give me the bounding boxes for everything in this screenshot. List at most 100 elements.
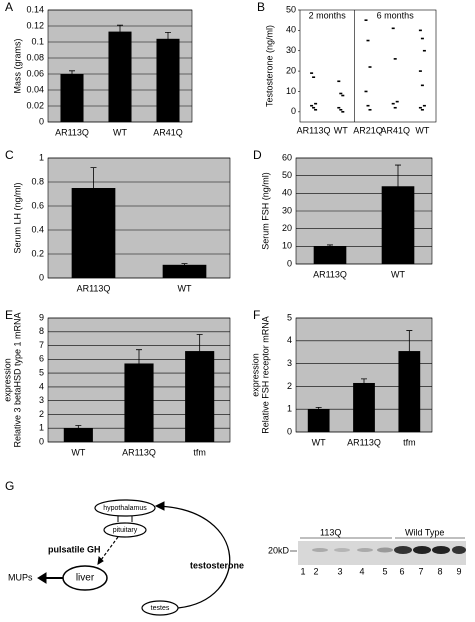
point — [420, 108, 424, 111]
label: MUPs — [8, 572, 33, 582]
error-bar — [395, 164, 401, 208]
gel-group: 113Q — [320, 527, 341, 537]
bar — [307, 409, 330, 432]
point — [418, 29, 422, 32]
y-tick-label: 10 — [286, 86, 296, 96]
bar — [156, 38, 180, 122]
lane-label: 1 — [300, 566, 305, 576]
y-tick-label: 0.4 — [31, 224, 44, 234]
x-tick-label: WT — [312, 437, 326, 447]
y-tick-label: 40 — [282, 188, 292, 198]
y-axis-label: Testosterone (ng/ml) — [264, 25, 274, 107]
y-axis-label: expression — [2, 358, 12, 402]
lane-label: 5 — [382, 566, 387, 576]
charts: A 0 0.02 0.04 0.06 0.08 0.1 0.12 0.14 Mass (grams… — [2, 0, 437, 457]
error-bar — [117, 24, 123, 39]
y-tick-label: 0 — [287, 426, 292, 436]
point — [312, 106, 316, 109]
node-label: liver — [76, 573, 95, 584]
y-tick-label: 2 — [287, 381, 292, 391]
node — [94, 499, 156, 517]
y-axis-label: Serum LH (ng/ml) — [12, 182, 22, 253]
point — [310, 72, 314, 74]
error-bar — [90, 167, 97, 209]
label: testosterone — [190, 560, 244, 570]
y-tick-label: 0.8 — [31, 176, 44, 186]
panel-label: E — [5, 308, 13, 322]
node-label: testes — [151, 605, 170, 612]
panel-label: D — [253, 148, 262, 162]
node-label: pituitary — [113, 527, 138, 534]
bar — [313, 246, 347, 264]
x-tick-label: AR113Q — [77, 283, 111, 293]
y-tick-label: 1 — [287, 404, 292, 414]
y-tick-label: 2 — [39, 409, 44, 419]
band — [334, 548, 350, 552]
point — [314, 102, 318, 105]
x-tick-label: AR113Q — [297, 125, 331, 135]
arrow — [157, 505, 231, 609]
point — [391, 102, 395, 105]
point — [422, 104, 426, 107]
error-bar — [136, 349, 142, 378]
x-tick-label: AR41Q — [380, 125, 410, 135]
x-tick-label: WT — [178, 283, 192, 293]
lane-label: 4 — [359, 566, 364, 576]
error-bar — [361, 378, 367, 388]
point — [420, 37, 424, 40]
y-tick-label: 20 — [282, 223, 292, 233]
y-tick-label: 0.04 — [26, 84, 44, 94]
y-tick-label: 3 — [39, 395, 44, 405]
panel-label: C — [5, 148, 14, 162]
y-tick-label: 0.6 — [31, 200, 44, 210]
y-tick-label: 5 — [287, 312, 292, 322]
arrowhead — [37, 572, 47, 584]
band — [432, 546, 450, 554]
y-tick-label: 0 — [291, 106, 296, 116]
point — [420, 84, 424, 87]
y-tick-label: 50 — [282, 170, 292, 180]
diagram: G hypothalamus pituitary liver testes pu… — [5, 479, 244, 616]
y-tick-label: 6 — [39, 354, 44, 364]
panel-label: B — [257, 0, 265, 14]
lane-label: 9 — [456, 566, 461, 576]
x-tick-label: WT — [71, 447, 85, 457]
lane-label: 3 — [337, 566, 342, 576]
band — [413, 546, 431, 554]
x-tick-label: AR21Q — [353, 125, 383, 135]
y-tick-label: 1 — [39, 423, 44, 433]
point — [337, 106, 341, 109]
error-bar — [181, 263, 188, 267]
y-tick-label: 7 — [39, 340, 44, 350]
point — [368, 108, 372, 111]
y-tick-label: 9 — [39, 312, 44, 322]
x-tick-label: AR113Q — [347, 437, 381, 447]
band — [394, 546, 412, 554]
x-tick-label: AR113Q — [122, 447, 156, 457]
y-tick-label: 0 — [39, 436, 44, 446]
x-tick-label: tfm — [193, 447, 206, 457]
y-tick-label: 1 — [39, 152, 44, 162]
y-tick-label: 0.12 — [26, 20, 44, 30]
gel-group: Wild Type — [405, 527, 444, 537]
y-tick-label: 20 — [286, 65, 296, 75]
y-axis-label: Mass (grams) — [12, 38, 22, 93]
lane-label: 6 — [399, 566, 404, 576]
y-tick-label: 0.14 — [26, 4, 44, 14]
y-tick-label: 5 — [39, 367, 44, 377]
panel-label: A — [5, 0, 13, 14]
y-tick-label: 4 — [39, 381, 44, 391]
y-tick-label: 30 — [282, 205, 292, 215]
lane-label: 7 — [418, 566, 423, 576]
error-bar — [69, 70, 75, 78]
label: pulsatile GH — [48, 544, 101, 554]
node-label: hypothalamus — [103, 505, 147, 512]
point — [393, 106, 397, 109]
band — [312, 548, 328, 552]
bar — [63, 428, 93, 442]
y-tick-label: 0 — [287, 258, 292, 268]
point — [418, 70, 422, 72]
y-tick-label: 10 — [282, 241, 292, 251]
